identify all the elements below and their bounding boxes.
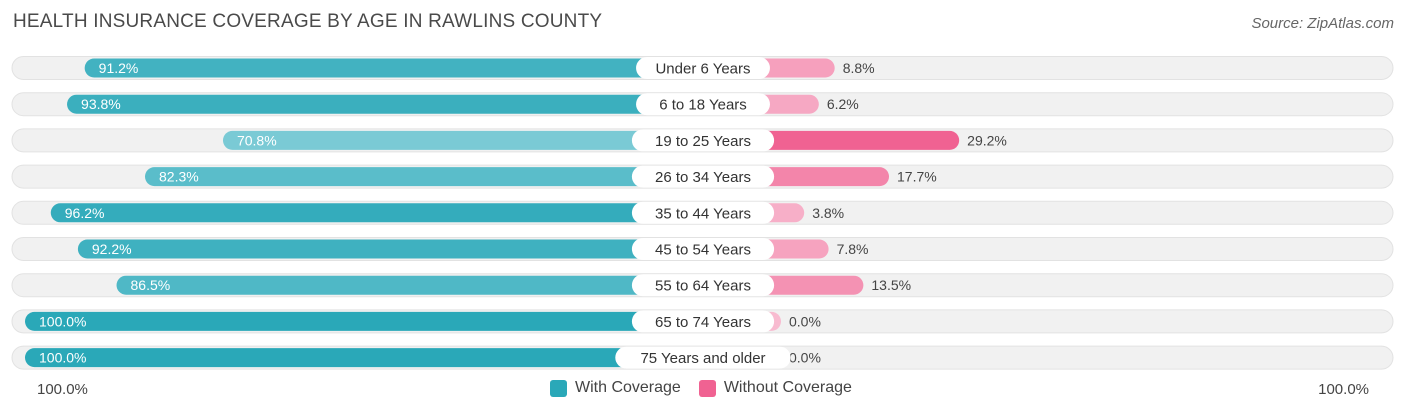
chart-area: 91.2% 8.8% Under 6 Years 93.8% 6.2% 6 to 18 Y…	[11, 56, 1394, 370]
without-coverage-value-label: 29.2%	[967, 132, 1007, 148]
with-coverage-bar	[25, 311, 703, 331]
with-coverage-value-label: 100.0%	[39, 350, 86, 366]
legend-item-without-coverage[interactable]: Without Coverage	[698, 379, 852, 397]
category-label: 75 Years and older	[640, 350, 765, 367]
source-note: Source: ZipAtlas.com	[1251, 15, 1394, 32]
with-coverage-bar	[25, 348, 703, 368]
without-coverage-value-label: 0.0%	[789, 350, 821, 366]
without-coverage-value-label: 8.8%	[843, 60, 875, 76]
without-coverage-value-label: 6.2%	[827, 96, 859, 112]
with-coverage-value-label: 100.0%	[39, 313, 86, 329]
without-coverage-value-label: 13.5%	[871, 277, 911, 293]
axis-left-label: 100.0%	[37, 381, 88, 398]
category-label-pill	[636, 57, 770, 79]
with-coverage-value-label: 91.2%	[99, 60, 139, 76]
with-coverage-value-label: 82.3%	[159, 169, 199, 185]
category-label: 19 to 25 Years	[655, 133, 751, 150]
category-label: 6 to 18 Years	[659, 97, 747, 114]
with-coverage-bar	[222, 130, 703, 150]
chart-title: HEALTH INSURANCE COVERAGE BY AGE IN RAWL…	[13, 11, 603, 32]
without-coverage-value-label: 3.8%	[812, 205, 844, 221]
with-coverage-bar	[145, 167, 704, 187]
legend-swatch-with-coverage	[550, 379, 567, 397]
category-label: 55 to 64 Years	[655, 278, 751, 295]
category-label: 65 to 74 Years	[655, 314, 751, 331]
legend-label-without-coverage: Without Coverage	[723, 379, 852, 396]
category-label: Under 6 Years	[655, 61, 750, 78]
with-coverage-bar	[116, 275, 703, 295]
category-label-pill	[631, 274, 775, 297]
with-coverage-value-label: 96.2%	[65, 205, 105, 221]
category-label-pill	[631, 165, 775, 188]
category-label-pill	[631, 310, 775, 333]
with-coverage-bar	[77, 239, 703, 259]
category-label: 35 to 44 Years	[655, 205, 751, 222]
with-coverage-value-label: 93.8%	[81, 96, 121, 112]
category-label-pill	[631, 201, 775, 224]
category-label-pill	[631, 238, 775, 260]
category-label-pill	[636, 93, 770, 116]
legend: With Coverage Without Coverage	[550, 379, 870, 397]
axis-right-label: 100.0%	[1318, 381, 1369, 398]
with-coverage-value-label: 92.2%	[92, 241, 132, 257]
category-label: 45 to 54 Years	[655, 242, 751, 259]
category-label-pill	[631, 129, 775, 152]
category-label-pill	[615, 346, 791, 369]
without-coverage-value-label: 7.8%	[837, 241, 869, 257]
without-coverage-value-label: 17.7%	[897, 169, 937, 185]
with-coverage-bar	[67, 94, 703, 114]
legend-item-with-coverage[interactable]: With Coverage	[550, 379, 681, 397]
category-label: 26 to 34 Years	[655, 169, 751, 186]
with-coverage-value-label: 70.8%	[237, 132, 277, 148]
legend-swatch-without-coverage	[698, 379, 716, 397]
with-coverage-bar	[84, 58, 703, 78]
with-coverage-bar	[50, 203, 704, 223]
with-coverage-value-label: 86.5%	[131, 277, 171, 293]
without-coverage-value-label: 0.0%	[789, 313, 821, 329]
legend-label-with-coverage: With Coverage	[575, 379, 681, 396]
